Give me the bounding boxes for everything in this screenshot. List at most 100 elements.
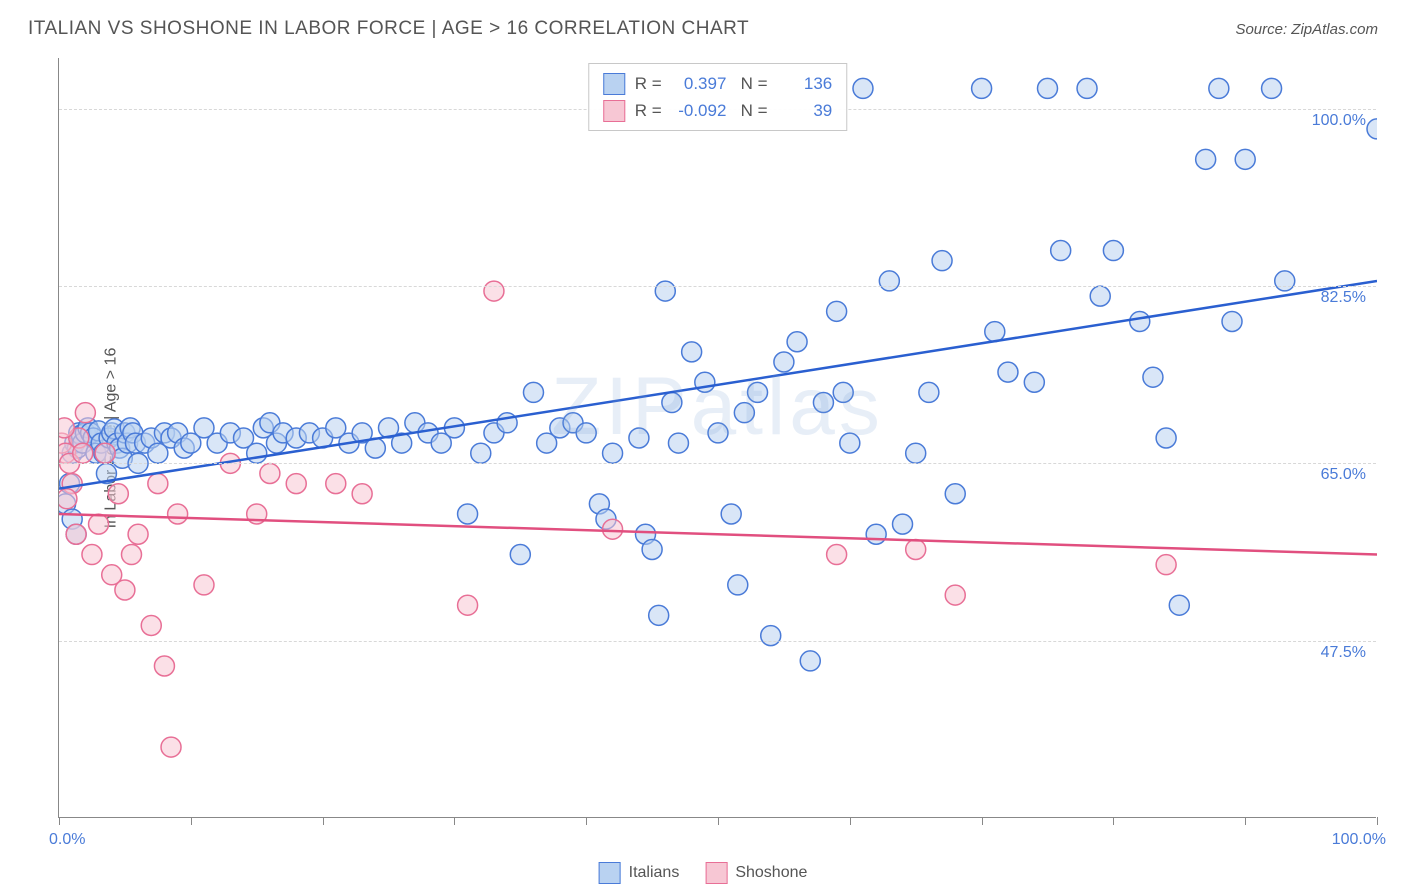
data-point: [82, 545, 102, 565]
data-point: [813, 393, 833, 413]
bottom-legend-item: Shoshone: [705, 862, 807, 884]
data-point: [1103, 241, 1123, 261]
bottom-legend: ItaliansShoshone: [599, 862, 808, 884]
data-point: [471, 443, 491, 463]
data-point: [787, 332, 807, 352]
data-point: [1275, 271, 1295, 291]
data-point: [833, 382, 853, 402]
data-point: [352, 484, 372, 504]
data-point: [603, 519, 623, 539]
data-point: [115, 580, 135, 600]
gridline: [59, 641, 1376, 642]
x-tick: [850, 817, 851, 825]
data-point: [1038, 78, 1058, 98]
legend-label: Shoshone: [735, 864, 807, 882]
data-point: [682, 342, 702, 362]
data-point: [75, 403, 95, 423]
data-point: [73, 443, 93, 463]
data-point: [1051, 241, 1071, 261]
x-tick: [1377, 817, 1378, 825]
data-point: [721, 504, 741, 524]
x-tick: [586, 817, 587, 825]
legend-swatch: [603, 100, 625, 122]
data-point: [668, 433, 688, 453]
data-point: [642, 539, 662, 559]
data-point: [919, 382, 939, 402]
data-point: [945, 484, 965, 504]
y-tick-label: 47.5%: [1321, 644, 1366, 662]
x-tick: [59, 817, 60, 825]
data-point: [128, 524, 148, 544]
data-point: [879, 271, 899, 291]
stats-legend: R = 0.397 N = 136R = -0.092 N = 39: [588, 63, 847, 131]
data-point: [194, 575, 214, 595]
x-tick: [454, 817, 455, 825]
data-point: [1235, 149, 1255, 169]
data-point: [66, 524, 86, 544]
trend-line: [59, 281, 1377, 489]
legend-stats-text: R = -0.092 N = 39: [635, 97, 832, 124]
data-point: [728, 575, 748, 595]
data-point: [108, 484, 128, 504]
data-point: [734, 403, 754, 423]
data-point: [576, 423, 596, 443]
data-point: [998, 362, 1018, 382]
data-point: [827, 545, 847, 565]
data-point: [1209, 78, 1229, 98]
data-point: [761, 626, 781, 646]
source-attribution: Source: ZipAtlas.com: [1235, 21, 1378, 38]
data-point: [748, 382, 768, 402]
legend-swatch: [705, 862, 727, 884]
x-axis-label-right: 100.0%: [1332, 831, 1386, 849]
x-axis-label-left: 0.0%: [49, 831, 85, 849]
data-point: [95, 443, 115, 463]
data-point: [893, 514, 913, 534]
data-point: [484, 281, 504, 301]
data-point: [906, 539, 926, 559]
data-point: [932, 251, 952, 271]
x-tick: [323, 817, 324, 825]
data-point: [629, 428, 649, 448]
header: ITALIAN VS SHOSHONE IN LABOR FORCE | AGE…: [28, 18, 1378, 40]
data-point: [141, 615, 161, 635]
data-point: [59, 418, 74, 438]
data-point: [972, 78, 992, 98]
scatter-svg: [59, 58, 1377, 818]
y-tick-label: 100.0%: [1312, 112, 1366, 130]
data-point: [827, 301, 847, 321]
chart-area: In Labor Force | Age > 16 ZIPatlas R = 0…: [58, 58, 1376, 818]
data-point: [1169, 595, 1189, 615]
data-point: [840, 433, 860, 453]
data-point: [655, 281, 675, 301]
data-point: [286, 474, 306, 494]
data-point: [1367, 119, 1377, 139]
data-point: [695, 372, 715, 392]
legend-stats-text: R = 0.397 N = 136: [635, 70, 832, 97]
data-point: [247, 443, 267, 463]
trend-line: [59, 514, 1377, 555]
chart-title: ITALIAN VS SHOSHONE IN LABOR FORCE | AGE…: [28, 18, 749, 40]
legend-swatch: [599, 862, 621, 884]
y-tick-label: 82.5%: [1321, 289, 1366, 307]
data-point: [1143, 367, 1163, 387]
data-point: [59, 489, 77, 509]
data-point: [866, 524, 886, 544]
y-tick-label: 65.0%: [1321, 466, 1366, 484]
data-point: [1156, 428, 1176, 448]
data-point: [89, 514, 109, 534]
data-point: [1077, 78, 1097, 98]
data-point: [708, 423, 728, 443]
data-point: [260, 463, 280, 483]
data-point: [1090, 286, 1110, 306]
plot-area: In Labor Force | Age > 16 ZIPatlas R = 0…: [58, 58, 1376, 818]
data-point: [906, 443, 926, 463]
data-point: [1262, 78, 1282, 98]
data-point: [523, 382, 543, 402]
data-point: [1222, 311, 1242, 331]
data-point: [148, 474, 168, 494]
x-tick: [1245, 817, 1246, 825]
data-point: [649, 605, 669, 625]
stats-legend-row: R = 0.397 N = 136: [603, 70, 832, 97]
data-point: [154, 656, 174, 676]
gridline: [59, 463, 1376, 464]
